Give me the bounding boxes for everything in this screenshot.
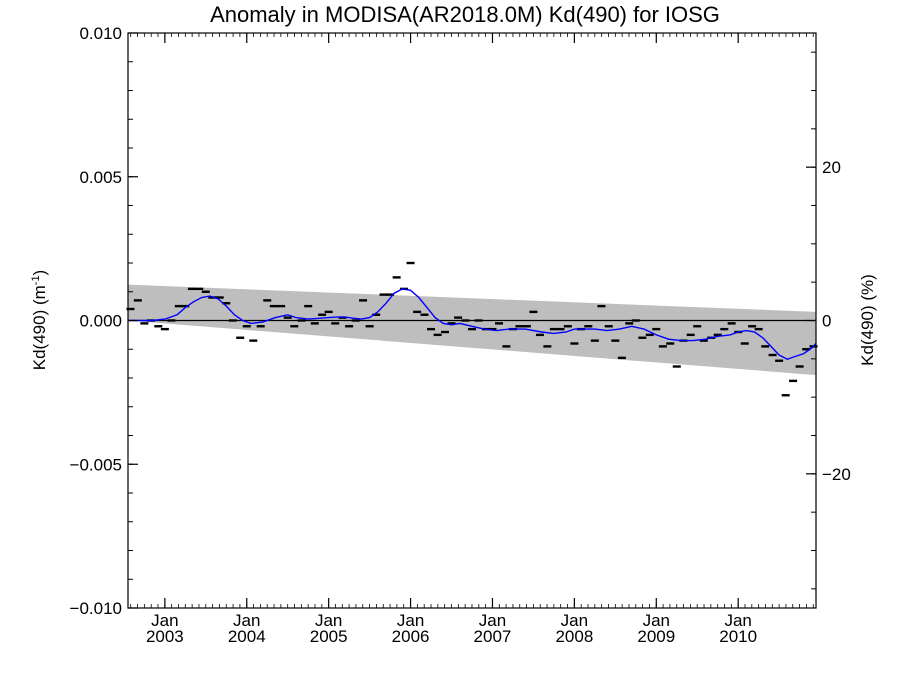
y2-tick-label: −20 [822,465,851,484]
y-axis-label: Kd(490) (m-1) [30,270,49,370]
x-tick-month: Jan [151,611,178,630]
y-tick-label: 0.000 [79,312,122,331]
x-tick-year: 2004 [228,627,266,646]
x-tick-month: Jan [233,611,260,630]
x-tick-year: 2005 [310,627,348,646]
right-y-axis-label: Kd(490) (%) [858,274,877,366]
x-tick-month: Jan [561,611,588,630]
x-axis-ticks: Jan2003Jan2004Jan2005Jan2006Jan2007Jan20… [130,33,814,646]
y-axis-label-superscript: -1 [30,275,42,285]
right-axis-ticks: 20 0 −20 [806,51,851,590]
x-tick-year: 2008 [555,627,593,646]
plot-area [126,261,818,397]
chart-title: Anomaly in MODISA(AR2018.0M) Kd(490) for… [210,2,720,27]
y-tick-label: 0.010 [79,24,122,43]
smoothed-line [128,288,817,361]
x-tick-month: Jan [315,611,342,630]
x-tick-month: Jan [724,611,751,630]
x-tick-year: 2010 [719,627,757,646]
x-tick-month: Jan [643,611,670,630]
x-tick-year: 2007 [474,627,512,646]
y2-tick-label: 20 [822,158,841,177]
x-tick-year: 2006 [392,627,430,646]
left-axis-ticks: 0.010 0.005 0.000 −0.005 −0.010 [70,24,138,618]
x-tick-year: 2003 [146,627,184,646]
y-tick-label: −0.010 [70,599,122,618]
x-tick-month: Jan [479,611,506,630]
y-axis-label-main: Kd(490) (m [30,285,49,370]
y2-tick-label: 0 [822,312,831,331]
y-tick-label: 0.005 [79,168,122,187]
x-tick-month: Jan [397,611,424,630]
y-axis-label-tail: ) [30,270,49,276]
y-tick-label: −0.005 [70,455,122,474]
x-tick-year: 2009 [637,627,675,646]
